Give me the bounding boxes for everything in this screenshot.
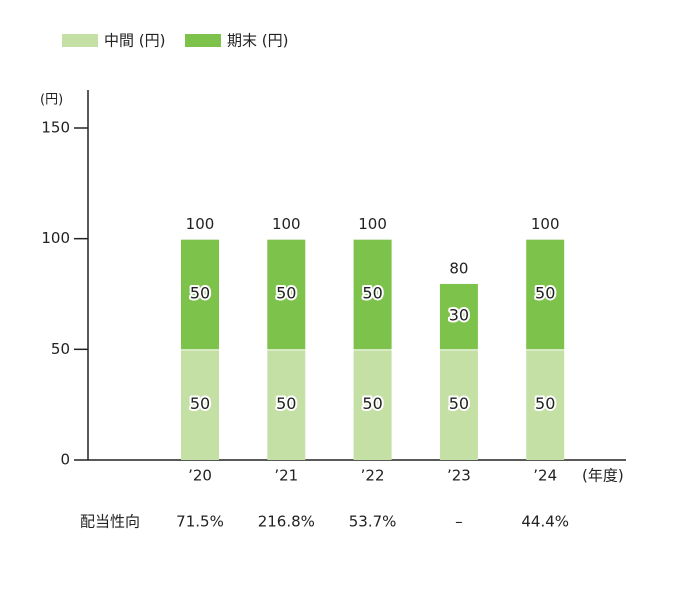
segment-label: 50 [362,284,382,303]
y-tick-label: 0 [60,451,70,469]
legend-label: 期末 (円) [227,32,288,50]
bar-segment [267,239,306,350]
payout-ratio-value: 71.5% [176,513,224,531]
total-label: 100 [358,215,387,233]
segment-label: 50 [449,394,469,413]
segment-label: 50 [190,284,210,303]
legend-label: 中間 (円) [104,32,165,50]
segment-label: 50 [535,394,555,413]
total-label: 100 [272,215,301,233]
x-tick-label: ’24 [533,467,557,485]
total-label: 80 [449,259,468,277]
segment-label: 50 [190,394,210,413]
payout-ratio-value: 216.8% [258,513,315,531]
bar-segment [267,350,306,460]
segment-label: 50 [276,394,296,413]
bar-segment [439,283,478,350]
payout-ratio-label: 配当性向 [80,513,140,531]
bar-segment [526,239,565,350]
total-label: 100 [186,215,215,233]
y-tick-label: 100 [41,229,70,247]
bar-segment [526,350,565,460]
segment-label: 50 [535,284,555,303]
legend-swatch [185,34,221,47]
y-tick-label: 150 [41,119,70,137]
legend-swatch [62,34,98,47]
segment-label: 50 [362,394,382,413]
payout-ratio-value: 44.4% [521,513,569,531]
x-axis-label: (年度) [582,467,624,485]
bar-segment [353,239,392,350]
bar-segment [353,350,392,460]
bar-segment [439,350,478,460]
y-tick-label: 50 [51,340,70,358]
x-tick-label: ’23 [447,467,471,485]
x-tick-label: ’21 [274,467,298,485]
x-tick-label: ’20 [188,467,212,485]
payout-ratio-value: 53.7% [349,513,397,531]
total-label: 100 [531,215,560,233]
bar-segment [181,239,219,350]
payout-ratio-value: – [455,513,463,531]
segment-label: 50 [276,284,296,303]
y-axis-label: (円) [40,93,63,108]
x-tick-label: ’22 [361,467,385,485]
bar-segment [181,350,219,460]
segment-label: 30 [449,306,469,325]
